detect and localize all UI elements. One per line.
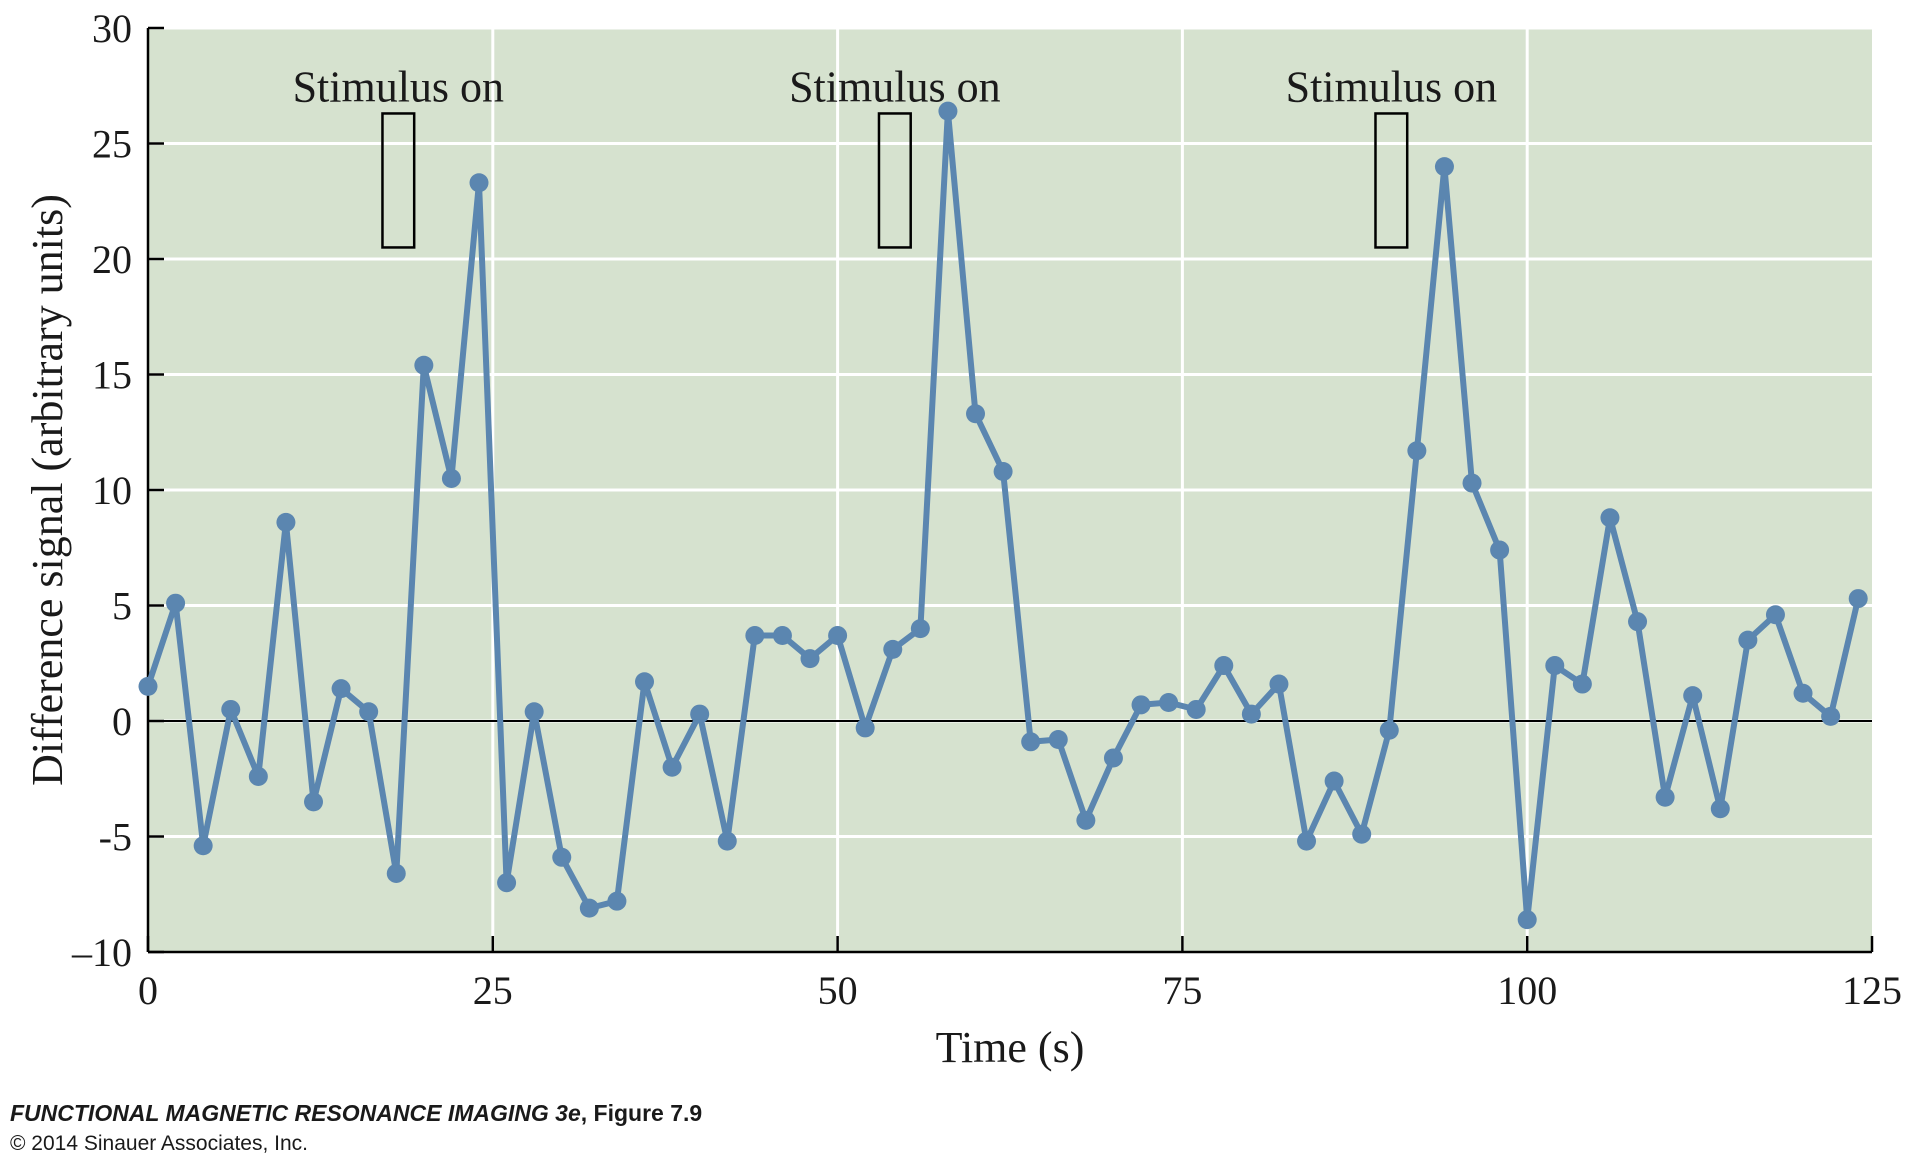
stimulus-label: Stimulus on xyxy=(789,62,1001,111)
data-point xyxy=(331,679,351,699)
data-point xyxy=(1848,589,1868,609)
data-point xyxy=(745,626,765,646)
data-point xyxy=(248,766,268,786)
data-point xyxy=(1710,799,1730,819)
data-point xyxy=(221,699,241,719)
data-point xyxy=(717,831,737,851)
data-point xyxy=(1738,630,1758,650)
data-point xyxy=(1545,656,1565,676)
data-point xyxy=(1434,157,1454,177)
y-tick-label: 25 xyxy=(92,122,132,167)
data-point xyxy=(1765,605,1785,625)
stimulus-box xyxy=(381,112,416,249)
data-point xyxy=(1600,508,1620,528)
y-tick-label: 5 xyxy=(112,584,132,629)
data-point xyxy=(800,649,820,669)
data-point xyxy=(1379,720,1399,740)
data-point xyxy=(1490,540,1510,560)
data-point xyxy=(662,757,682,777)
data-point xyxy=(1462,473,1482,493)
data-point xyxy=(1241,704,1261,724)
data-point xyxy=(828,626,848,646)
data-point xyxy=(1324,771,1344,791)
figure-number: , Figure 7.9 xyxy=(580,1100,703,1126)
data-point xyxy=(883,639,903,659)
data-point xyxy=(772,626,792,646)
x-tick-label: 100 xyxy=(1497,968,1557,1013)
data-point xyxy=(1103,748,1123,768)
y-tick-label: 20 xyxy=(92,237,132,282)
data-point xyxy=(993,462,1013,482)
data-point xyxy=(414,355,434,375)
data-point xyxy=(1407,441,1427,461)
stimulus-label: Stimulus on xyxy=(293,62,505,111)
data-point xyxy=(938,101,958,121)
data-point xyxy=(441,468,461,488)
y-tick-label: –10 xyxy=(71,930,132,975)
data-point xyxy=(579,898,599,918)
data-point xyxy=(1655,787,1675,807)
data-point xyxy=(1352,824,1372,844)
data-point xyxy=(1021,732,1041,752)
data-point xyxy=(1517,910,1537,930)
x-tick-label: 50 xyxy=(818,968,858,1013)
data-point xyxy=(552,847,572,867)
data-point xyxy=(1048,729,1068,749)
data-point xyxy=(469,173,489,193)
data-point xyxy=(1159,693,1179,713)
stimulus-label: Stimulus on xyxy=(1286,62,1498,111)
data-point xyxy=(304,792,324,812)
data-point xyxy=(1628,612,1648,632)
x-tick-label: 0 xyxy=(138,968,158,1013)
annotations: Stimulus on Stimulus on Stimulus on xyxy=(293,62,1498,249)
copyright-line: © 2014 Sinauer Associates, Inc. xyxy=(10,1132,308,1155)
data-point xyxy=(607,891,627,911)
data-point xyxy=(1076,810,1096,830)
data-point xyxy=(1186,699,1206,719)
data-point xyxy=(966,404,986,424)
y-tick-label: 15 xyxy=(92,353,132,398)
book-title: FUNCTIONAL MAGNETIC RESONANCE IMAGING 3e xyxy=(10,1100,581,1126)
data-point xyxy=(910,619,930,639)
stimulus-box xyxy=(1374,112,1409,249)
x-tick-label: 75 xyxy=(1162,968,1202,1013)
stimulus-box xyxy=(877,112,912,249)
data-point xyxy=(193,836,213,856)
data-point xyxy=(1683,686,1703,706)
data-point xyxy=(1131,695,1151,715)
data-point xyxy=(138,676,158,696)
data-point xyxy=(1269,674,1289,694)
data-point xyxy=(524,702,544,722)
data-point xyxy=(1572,674,1592,694)
data-point xyxy=(359,702,379,722)
y-tick-label: 30 xyxy=(92,6,132,51)
x-tick-label: 25 xyxy=(473,968,513,1013)
data-point xyxy=(1214,656,1234,676)
data-point xyxy=(690,704,710,724)
data-point xyxy=(1793,683,1813,703)
x-tick-label: 125 xyxy=(1842,968,1902,1013)
y-tick-label: 10 xyxy=(92,468,132,513)
x-axis-title: Time (s) xyxy=(936,1023,1085,1072)
ticks: –10 -5 0 5 10 15 20 25 30 0 25 50 75 100 125 xyxy=(71,6,1902,1013)
y-tick-label: -5 xyxy=(99,815,132,860)
y-axis-title: Difference signal (arbitrary units) xyxy=(23,194,72,786)
data-point xyxy=(1821,706,1841,726)
data-point xyxy=(855,718,875,738)
data-point xyxy=(1297,831,1317,851)
data-point xyxy=(386,863,406,883)
data-point xyxy=(497,873,517,893)
figure-credit: FUNCTIONAL MAGNETIC RESONANCE IMAGING 3e… xyxy=(10,1100,702,1127)
y-tick-label: 0 xyxy=(112,699,132,744)
data-points xyxy=(138,101,1868,930)
data-point xyxy=(635,672,655,692)
data-point xyxy=(166,593,186,613)
data-point xyxy=(276,512,296,532)
